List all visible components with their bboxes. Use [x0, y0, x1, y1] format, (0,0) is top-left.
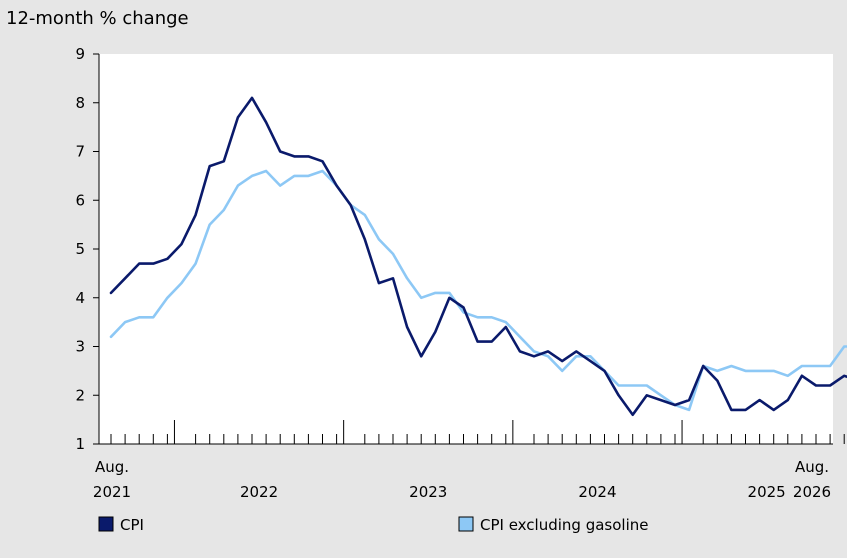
x-year-label: 2023: [409, 483, 447, 501]
y-tick-label: 4: [75, 289, 85, 307]
y-tick-label: 8: [75, 94, 85, 112]
y-tick-label: 5: [75, 240, 85, 258]
series-line-cpi: [109, 96, 847, 417]
legend-item-cpi: CPI: [98, 516, 144, 534]
y-tick-label: 9: [75, 45, 85, 63]
legend-label-cpi: CPI: [120, 516, 144, 534]
series-layer: [109, 96, 847, 417]
series-line-cpi-excluding-gasoline: [109, 169, 847, 412]
x-year-labels: 2022 2023 2024 2025: [240, 483, 786, 501]
y-axis: 1 2 3 4 5 6 7 8 9: [75, 45, 99, 453]
legend-item-cpi-excluding-gasoline: CPI excluding gasoline: [458, 516, 648, 534]
legend: CPI CPI excluding gasoline: [98, 516, 648, 534]
x-year-label: 2025: [748, 483, 786, 501]
y-tick-label: 3: [75, 338, 85, 356]
x-end-month-label: Aug.: [795, 458, 829, 476]
plot-area: [99, 54, 833, 444]
legend-swatch-cpi: [98, 516, 114, 532]
legend-swatch-cpi-excluding-gasoline: [458, 516, 474, 532]
legend-label-cpi-excluding-gasoline: CPI excluding gasoline: [480, 516, 648, 534]
y-tick-label: 7: [75, 143, 85, 161]
y-tick-label: 1: [75, 435, 85, 453]
x-axis: [110, 420, 845, 444]
x-start-year-label: 2021: [93, 483, 131, 501]
y-axis-title: 12-month % change: [6, 8, 189, 29]
x-start-month-label: Aug.: [95, 458, 129, 476]
x-year-label: 2024: [578, 483, 616, 501]
x-end-year-label: 2026: [793, 483, 831, 501]
y-tick-label: 2: [75, 386, 85, 404]
x-year-label: 2022: [240, 483, 278, 501]
y-tick-label: 6: [75, 191, 85, 209]
